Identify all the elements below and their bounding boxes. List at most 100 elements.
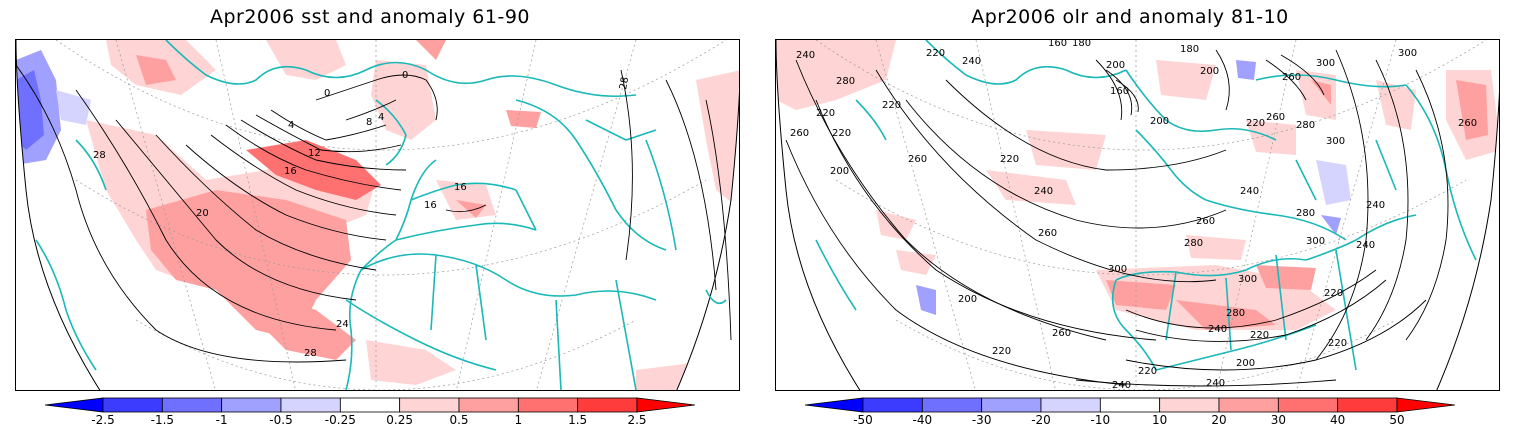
contour-label: 300 xyxy=(1316,58,1335,69)
graticule xyxy=(55,40,727,390)
positive-anomaly-patch xyxy=(1456,80,1488,140)
colorbar-tick-label: 1 xyxy=(514,413,523,427)
colorbar-segment xyxy=(102,397,163,413)
contour-label: 300 xyxy=(1238,274,1257,285)
contour-label: 220 xyxy=(992,346,1011,357)
contour-label: 240 xyxy=(1112,380,1131,391)
sst-panel-title: Apr2006 sst and anomaly 61-90 xyxy=(209,6,531,28)
contour-label: 4 xyxy=(288,120,294,131)
sst-contours xyxy=(16,64,732,363)
projection-mask xyxy=(676,101,739,390)
contour-label: 220 xyxy=(1138,366,1157,377)
contour-label: 260 xyxy=(1196,216,1215,227)
positive-anomaly-patch xyxy=(1106,280,1176,310)
positive-anomaly-patch xyxy=(1376,80,1416,130)
contour-label: 260 xyxy=(1052,328,1071,339)
positive-anomaly-patch xyxy=(506,110,541,128)
contour-label: 200 xyxy=(1200,66,1219,77)
contour-label: 220 xyxy=(832,128,851,139)
colorbar-segment xyxy=(1337,397,1398,413)
olr-map-svg: 240 280 220 240 160 180 180 200 160 200 … xyxy=(776,40,1499,391)
contour-label: 24 xyxy=(336,319,349,330)
colorbar-tick-label: 10 xyxy=(1152,413,1168,427)
colorbar-segment xyxy=(1099,397,1161,413)
colorbar-segment xyxy=(399,397,460,413)
sst-colorbar: -2.5 -1.5 -1 -0.5 -0.25 0.25 0.5 1 1.5 2.5 xyxy=(45,396,695,430)
contour-label: 280 xyxy=(1296,208,1315,219)
olr-panel: Apr2006 olr and anomaly 81-10 xyxy=(760,0,1500,430)
contour-label: 300 xyxy=(1326,136,1345,147)
colorbar-segment xyxy=(339,397,401,413)
positive-anomaly-patch xyxy=(371,60,436,140)
sst-colorbar-svg xyxy=(45,397,695,413)
negative-anomaly-patch xyxy=(1321,215,1341,235)
positive-anomaly-patch xyxy=(366,340,456,385)
positive-anomaly-patch xyxy=(986,170,1076,205)
colorbar-tick-label: -50 xyxy=(853,413,873,427)
colorbar-tick-label: -1 xyxy=(215,413,228,427)
colorbar-tick-label: -2.5 xyxy=(91,413,115,427)
hemisphere-edge xyxy=(1436,92,1499,390)
colorbar-tick-label: -20 xyxy=(1031,413,1051,427)
graticule xyxy=(815,40,1487,390)
positive-anomaly-patch xyxy=(1186,235,1246,260)
coastlines xyxy=(35,40,727,390)
sst-map-svg: 0 0 4 8 4 12 16 16 16 20 24 28 28 28 xyxy=(16,40,739,390)
positive-anomaly-patch xyxy=(1296,70,1336,120)
contour-label: 260 xyxy=(790,128,809,139)
positive-anomaly-patch xyxy=(1176,300,1276,330)
positive-anomaly-patch xyxy=(896,250,936,275)
colorbar-tick-label: -0.25 xyxy=(324,413,356,427)
colorbar-tick-label: -10 xyxy=(1090,413,1111,427)
colorbar-segment xyxy=(921,397,983,413)
contour-label: 20 xyxy=(196,208,209,219)
colorbar-tick-label: 50 xyxy=(1389,413,1405,427)
contour-label: 0 xyxy=(402,70,408,81)
contour-label: 16 xyxy=(454,182,467,193)
contour-label: 240 xyxy=(1356,240,1375,251)
contour-label: 300 xyxy=(1398,48,1417,59)
contour-label: 300 xyxy=(1306,236,1325,247)
contour-label: 260 xyxy=(1282,72,1301,83)
sst-contour-labels: 0 0 4 8 4 12 16 16 16 20 24 28 28 28 xyxy=(93,70,631,359)
contour-label: 260 xyxy=(1038,228,1057,239)
colorbar-segment xyxy=(1218,397,1279,413)
contour-label: 260 xyxy=(908,154,927,165)
colorbar-tick-label: -0.5 xyxy=(269,413,293,427)
contour-label: 280 xyxy=(1296,120,1315,131)
contour-label: 220 xyxy=(1246,118,1265,129)
olr-contour-labels: 240 280 220 240 160 180 180 200 160 200 … xyxy=(790,40,1477,391)
contour-label: 220 xyxy=(1324,288,1343,299)
contour-label: 200 xyxy=(830,166,849,177)
colorbar-segment xyxy=(1040,397,1101,413)
olr-map: 240 280 220 240 160 180 180 200 160 200 … xyxy=(775,39,1500,391)
contour-label: 280 xyxy=(836,76,855,87)
colorbar-tick-label: 40 xyxy=(1330,413,1346,427)
colorbar-segment xyxy=(221,397,282,413)
projection-mask xyxy=(16,40,100,390)
colorbar-arrow-low xyxy=(45,397,104,413)
colorbar-tick-label: 0.5 xyxy=(449,413,469,427)
contour-label: 200 xyxy=(1236,358,1255,369)
contour-label: 240 xyxy=(796,50,815,61)
colorbar-segment xyxy=(517,397,579,413)
colorbar-segment xyxy=(981,397,1042,413)
contour-label: 280 xyxy=(1184,238,1203,249)
colorbar-tick-label: -40 xyxy=(912,413,933,427)
contour-label: 260 xyxy=(1266,112,1285,123)
colorbar-segment xyxy=(458,397,519,413)
contour-label: 8 xyxy=(366,117,372,128)
colorbar-segment xyxy=(161,397,223,413)
contour-label: 240 xyxy=(1206,378,1225,389)
contour-label: 16 xyxy=(424,200,437,211)
negative-anomaly-patch xyxy=(1316,160,1351,205)
sst-anomaly-shading xyxy=(16,40,739,390)
contour-label: 200 xyxy=(958,294,977,305)
sst-panel: Apr2006 sst and anomaly 61-90 xyxy=(0,0,740,430)
colorbar-segment xyxy=(280,397,341,413)
contour-label: 240 xyxy=(1240,186,1259,197)
positive-anomaly-patch xyxy=(876,210,916,240)
hemisphere-edge xyxy=(16,40,101,390)
positive-anomaly-patch xyxy=(456,200,486,218)
positive-anomaly-patch xyxy=(256,290,356,360)
